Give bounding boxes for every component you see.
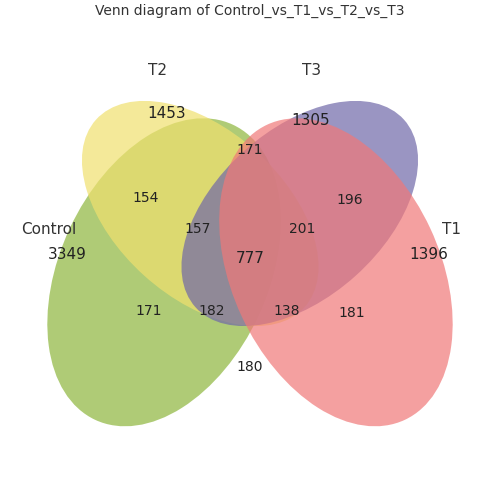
Title: Venn diagram of Control_vs_T1_vs_T2_vs_T3: Venn diagram of Control_vs_T1_vs_T2_vs_T… (96, 4, 405, 18)
Text: 182: 182 (198, 304, 225, 318)
Text: 138: 138 (274, 304, 300, 318)
Text: 1453: 1453 (147, 107, 186, 121)
Text: 180: 180 (237, 360, 263, 374)
Ellipse shape (48, 118, 281, 426)
Text: T2: T2 (148, 63, 167, 79)
Text: 171: 171 (237, 143, 263, 157)
Text: 154: 154 (133, 191, 159, 204)
Text: 181: 181 (338, 306, 365, 320)
Text: 1305: 1305 (292, 113, 331, 128)
Text: 196: 196 (336, 193, 363, 207)
Text: 201: 201 (289, 222, 315, 236)
Ellipse shape (82, 101, 318, 326)
Text: T3: T3 (302, 63, 320, 79)
Text: T1: T1 (442, 222, 461, 237)
Text: 1396: 1396 (409, 247, 448, 262)
Text: 171: 171 (135, 304, 162, 318)
Text: 157: 157 (185, 222, 211, 236)
Text: Control: Control (21, 222, 76, 237)
Ellipse shape (182, 101, 418, 326)
Text: 777: 777 (236, 251, 264, 266)
Text: 3349: 3349 (48, 247, 86, 262)
Ellipse shape (219, 118, 452, 426)
